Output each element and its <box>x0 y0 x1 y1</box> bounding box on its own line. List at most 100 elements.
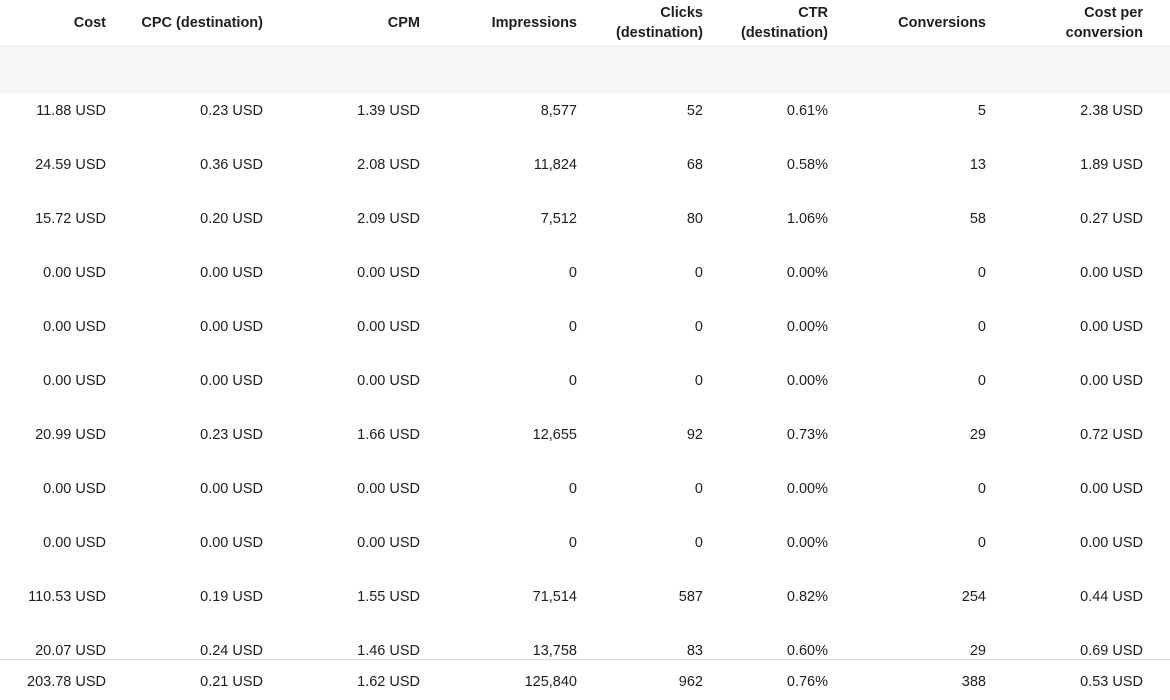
table-row[interactable]: 24.59 USD 0.36 USD 2.08 USD 11,824 68 0.58% 13… <box>0 147 1170 202</box>
table-cell-cpc-destination: 0.00 USD <box>200 481 263 497</box>
column-header-impressions[interactable]: Impressions <box>491 15 577 31</box>
table-cell-cost-per-conversion: 2.38 USD <box>1080 103 1143 119</box>
table-cell-cpm: 2.08 USD <box>357 157 420 173</box>
table-cell-clicks-destination: 80 <box>686 211 703 227</box>
totals-cell-cost-per-conversion: 0.53 USD <box>1080 674 1143 690</box>
table-cell-cost-per-conversion: 0.00 USD <box>1080 481 1143 497</box>
table-cell-cpc-destination: 0.00 USD <box>200 265 263 281</box>
table-cell-cost-per-conversion: 1.89 USD <box>1080 157 1143 173</box>
table-cell-cost: 0.00 USD <box>43 481 106 497</box>
table-cell-cpc-destination: 0.00 USD <box>200 535 263 551</box>
table-summary-band <box>0 47 1170 94</box>
table-cell-cost-per-conversion: 0.27 USD <box>1080 211 1143 227</box>
table-row[interactable]: 11.88 USD 0.23 USD 1.39 USD 8,577 52 0.61% 5 2.… <box>0 93 1170 148</box>
table-cell-ctr-destination: 0.00% <box>786 373 828 389</box>
table-cell-clicks-destination: 0 <box>694 535 703 551</box>
table-cell-cost: 20.07 USD <box>35 643 106 659</box>
table-cell-ctr-destination: 0.00% <box>786 265 828 281</box>
column-header-ctr-destination[interactable]: CTR (destination) <box>741 5 828 41</box>
totals-cell-cpc-destination: 0.21 USD <box>200 674 263 690</box>
table-cell-clicks-destination: 0 <box>694 373 703 389</box>
table-cell-conversions: 254 <box>961 589 986 605</box>
table-row[interactable]: 0.00 USD 0.00 USD 0.00 USD 0 0 0.00% 0 0.00 USD <box>0 255 1170 310</box>
table-cell-impressions: 0 <box>568 319 577 335</box>
table-cell-clicks-destination: 0 <box>694 319 703 335</box>
table-cell-impressions: 7,512 <box>540 211 577 227</box>
table-cell-conversions: 13 <box>969 157 986 173</box>
column-header-cost[interactable]: Cost <box>73 15 106 31</box>
table-cell-cpm: 1.55 USD <box>357 589 420 605</box>
table-cell-cost-per-conversion: 0.00 USD <box>1080 373 1143 389</box>
table-cell-cpm: 0.00 USD <box>357 265 420 281</box>
table-cell-conversions: 0 <box>977 535 986 551</box>
table-cell-cpm: 0.00 USD <box>357 373 420 389</box>
table-cell-cpc-destination: 0.36 USD <box>200 157 263 173</box>
column-header-clicks-destination[interactable]: Clicks (destination) <box>616 5 703 41</box>
table-cell-conversions: 0 <box>977 481 986 497</box>
table-cell-conversions: 58 <box>969 211 986 227</box>
table-cell-ctr-destination: 0.00% <box>786 535 828 551</box>
table-cell-cpm: 1.46 USD <box>357 643 420 659</box>
column-header-cpm[interactable]: CPM <box>387 15 420 31</box>
table-cell-clicks-destination: 0 <box>694 481 703 497</box>
table-cell-impressions: 0 <box>568 265 577 281</box>
table-row[interactable]: 0.00 USD 0.00 USD 0.00 USD 0 0 0.00% 0 0.00 USD <box>0 309 1170 364</box>
table-cell-cpm: 0.00 USD <box>357 319 420 335</box>
totals-cell-cost: 203.78 USD <box>27 674 106 690</box>
table-cell-clicks-destination: 83 <box>686 643 703 659</box>
table-cell-cost-per-conversion: 0.72 USD <box>1080 427 1143 443</box>
table-cell-ctr-destination: 0.60% <box>786 643 828 659</box>
totals-cell-impressions: 125,840 <box>524 674 577 690</box>
totals-cell-cpm: 1.62 USD <box>357 674 420 690</box>
table-row[interactable]: 20.99 USD 0.23 USD 1.66 USD 12,655 92 0.73% 29… <box>0 417 1170 472</box>
table-cell-impressions: 0 <box>568 481 577 497</box>
table-totals-row: 203.78 USD 0.21 USD 1.62 USD 125,840 962… <box>0 659 1170 700</box>
table-cell-clicks-destination: 92 <box>686 427 703 443</box>
table-cell-clicks-destination: 52 <box>686 103 703 119</box>
column-header-cost-per-conversion[interactable]: Cost per conversion <box>1065 5 1143 41</box>
table-row[interactable]: 0.00 USD 0.00 USD 0.00 USD 0 0 0.00% 0 0.00 USD <box>0 471 1170 526</box>
table-header: Cost CPC (destination) CPM Impressions C… <box>0 0 1170 47</box>
table-cell-cpc-destination: 0.23 USD <box>200 427 263 443</box>
table-cell-cpc-destination: 0.20 USD <box>200 211 263 227</box>
table-row[interactable]: 110.53 USD 0.19 USD 1.55 USD 71,514 587 0.82%… <box>0 579 1170 634</box>
totals-cell-conversions: 388 <box>961 674 986 690</box>
table-cell-cost: 11.88 USD <box>36 103 106 119</box>
table-cell-cpc-destination: 0.00 USD <box>200 319 263 335</box>
table-cell-cost: 0.00 USD <box>43 319 106 335</box>
column-header-cpc-destination[interactable]: CPC (destination) <box>141 15 263 31</box>
table-cell-conversions: 0 <box>977 319 986 335</box>
table-cell-cost-per-conversion: 0.44 USD <box>1080 589 1143 605</box>
table-row[interactable]: 0.00 USD 0.00 USD 0.00 USD 0 0 0.00% 0 0.00 USD <box>0 525 1170 580</box>
table-cell-cost: 0.00 USD <box>43 265 106 281</box>
table-cell-cpc-destination: 0.19 USD <box>200 589 263 605</box>
table-cell-cpc-destination: 0.00 USD <box>200 373 263 389</box>
table-cell-ctr-destination: 0.58% <box>786 157 828 173</box>
table-cell-impressions: 71,514 <box>532 589 577 605</box>
table-row[interactable]: 0.00 USD 0.00 USD 0.00 USD 0 0 0.00% 0 0.00 USD <box>0 363 1170 418</box>
table-cell-conversions: 29 <box>969 427 986 443</box>
table-cell-ctr-destination: 0.61% <box>786 103 828 119</box>
table-cell-ctr-destination: 0.00% <box>786 481 828 497</box>
table-cell-cost: 15.72 USD <box>35 211 106 227</box>
table-cell-impressions: 12,655 <box>532 427 577 443</box>
table-cell-ctr-destination: 0.82% <box>786 589 828 605</box>
table-cell-ctr-destination: 0.73% <box>786 427 828 443</box>
table-cell-conversions: 5 <box>977 103 986 119</box>
table-cell-clicks-destination: 0 <box>694 265 703 281</box>
table-cell-conversions: 0 <box>977 373 986 389</box>
table-cell-cpc-destination: 0.23 USD <box>200 103 263 119</box>
table-cell-ctr-destination: 0.00% <box>786 319 828 335</box>
table-cell-clicks-destination: 587 <box>678 589 703 605</box>
table-cell-cost-per-conversion: 0.69 USD <box>1080 643 1143 659</box>
table-cell-cost: 110.53 USD <box>28 589 106 605</box>
table-cell-cpc-destination: 0.24 USD <box>200 643 263 659</box>
column-header-conversions[interactable]: Conversions <box>898 15 986 31</box>
table-cell-cost: 24.59 USD <box>35 157 106 173</box>
table-cell-ctr-destination: 1.06% <box>786 211 828 227</box>
table-cell-clicks-destination: 68 <box>686 157 703 173</box>
table-row[interactable]: 15.72 USD 0.20 USD 2.09 USD 7,512 80 1.06% 58 0… <box>0 201 1170 256</box>
table-cell-impressions: 0 <box>568 535 577 551</box>
table-cell-cpm: 1.39 USD <box>357 103 420 119</box>
